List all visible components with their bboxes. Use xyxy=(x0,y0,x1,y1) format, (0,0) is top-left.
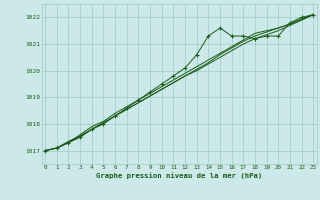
X-axis label: Graphe pression niveau de la mer (hPa): Graphe pression niveau de la mer (hPa) xyxy=(96,172,262,179)
